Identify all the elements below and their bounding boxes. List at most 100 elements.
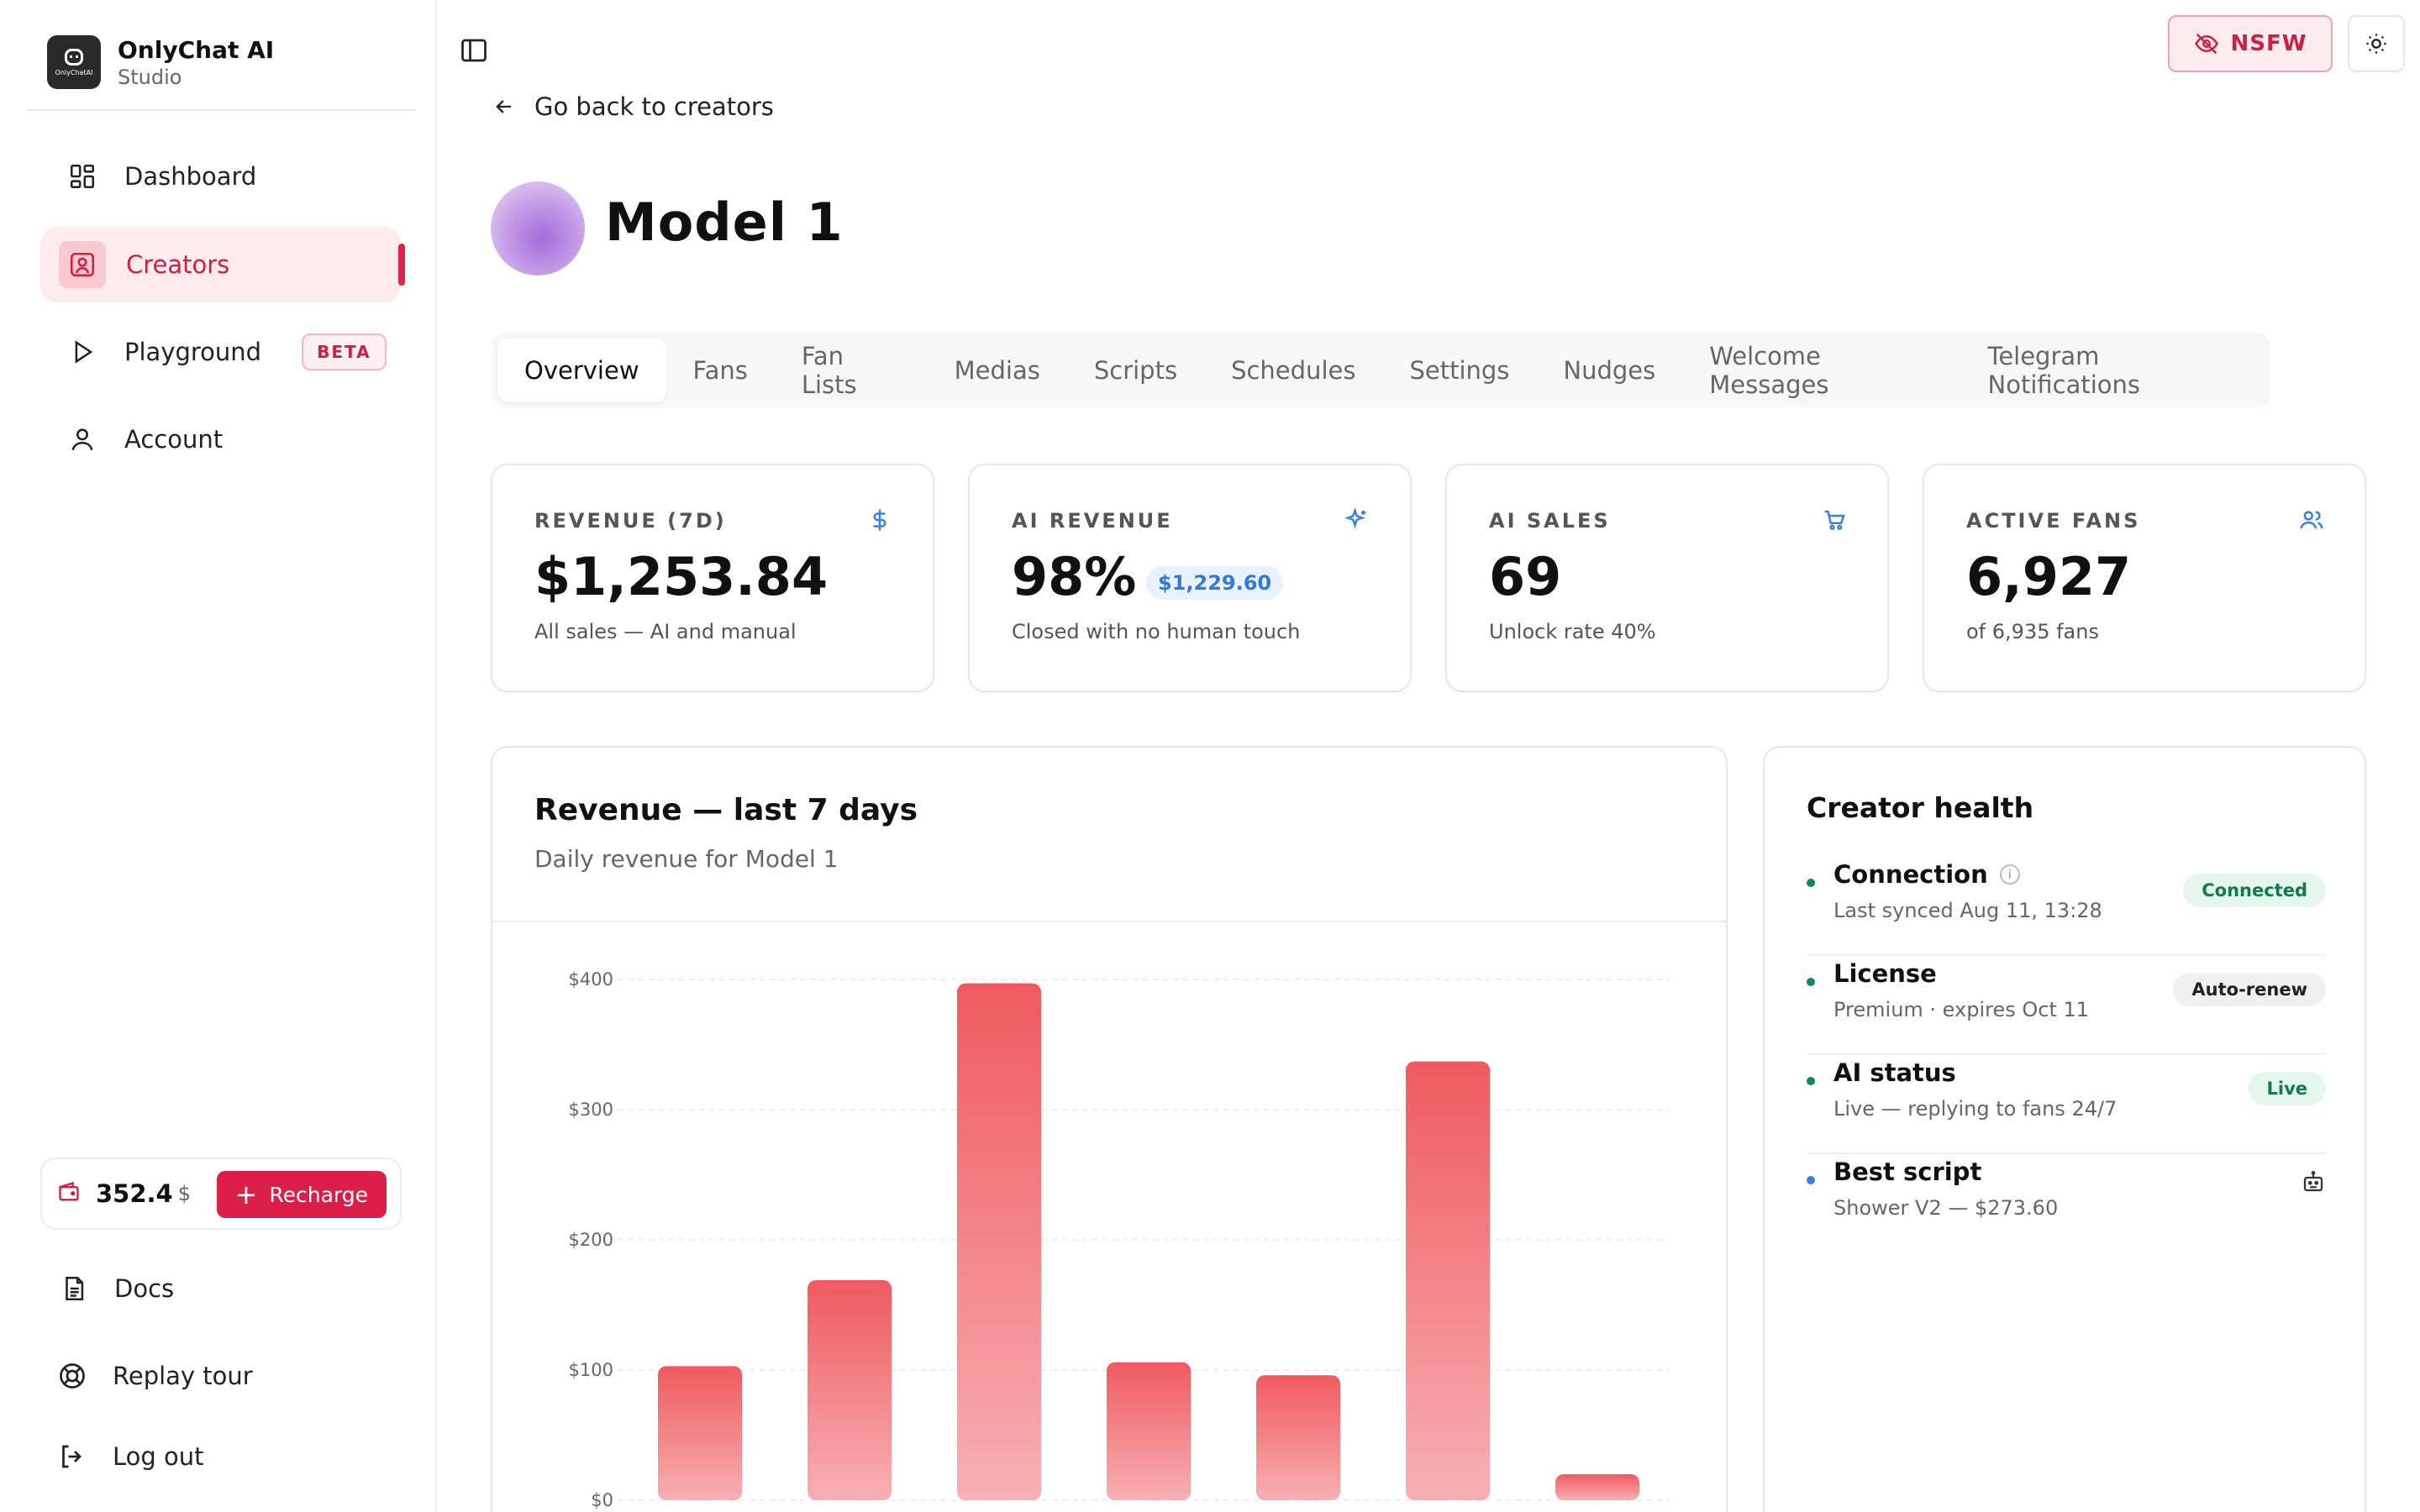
info-icon[interactable]: i [1999,864,2020,885]
page-title: Model 1 [605,192,844,253]
sparkles-icon [1344,507,1366,529]
status-dot [1807,879,1815,887]
back-label: Go back to creators [534,92,774,121]
health-row-best-script: Best script Shower V2 — $273.60 [1807,1154,2326,1253]
stat-label: ACTIVE FANS [1966,509,2141,533]
revenue-bar-chart: $0 $100 $200 $300 $400 [569,969,1669,1510]
tab-nudges[interactable]: Nudges [1563,356,1656,385]
recharge-button[interactable]: + Recharge [216,1171,387,1218]
status-badge: Live [2248,1072,2326,1105]
creator-health-card: Creator health Connection i Last synced A… [1763,746,2366,1512]
user-icon [66,423,99,456]
stat-subtext: of 6,935 fans [1966,620,2099,643]
status-dot [1807,1077,1815,1085]
chart-bar[interactable] [1256,1375,1340,1500]
chart-title: Revenue — last 7 days [534,793,918,827]
health-row-title: License [1833,959,1937,988]
wallet-balance: 352.4 $ + Recharge [40,1158,402,1230]
model-avatar [491,181,585,276]
nav-creators[interactable]: Creators [40,227,405,302]
health-row-subtitle: Live — replying to fans 24/7 [1833,1097,2118,1121]
health-row-title: Connection [1833,860,1988,889]
sidebar: OnlyChatAI OnlyChat AI Studio Dashboard … [0,0,437,1512]
dollar-icon [873,509,886,531]
chart-bar[interactable] [1107,1362,1191,1500]
y-tick-label: $400 [569,969,613,990]
nsfw-toggle-button[interactable]: NSFW [2168,15,2333,72]
nav-label: Replay tour [113,1362,253,1390]
brand-logo-text: OnlyChatAI [55,68,93,76]
nav-dashboard[interactable]: Dashboard [40,139,402,214]
tab-fan-lists[interactable]: Fan Lists [801,342,857,399]
y-tick-label: $300 [569,1100,613,1120]
brand[interactable]: OnlyChatAI OnlyChat AI Studio [47,35,274,89]
sidebar-toggle-button[interactable] [459,35,489,66]
health-row-subtitle: Shower V2 — $273.60 [1833,1196,2059,1220]
back-link[interactable]: Go back to creators [492,92,774,121]
nav-label: Creators [126,250,230,279]
health-row-title: AI status [1833,1058,1956,1087]
brand-logo: OnlyChatAI [47,35,101,89]
nav-replay-tour[interactable]: Replay tour [55,1359,253,1393]
status-dot [1807,1176,1815,1184]
nav-account[interactable]: Account [40,402,402,477]
nav-playground[interactable]: Playground BETA [40,314,402,390]
health-row-connection: Connection i Last synced Aug 11, 13:28 Co… [1807,857,2326,956]
divider [1807,1053,2326,1055]
chart-bar[interactable] [658,1366,742,1500]
status-badge: Connected [2183,874,2326,907]
stat-subtext: Closed with no human touch [1012,620,1301,643]
chart-subtitle: Daily revenue for Model 1 [534,845,839,873]
nav-label: Docs [114,1274,175,1303]
document-icon [57,1272,91,1305]
nsfw-label: NSFW [2230,31,2307,56]
chart-bar[interactable] [1555,1474,1639,1500]
tab-medias[interactable]: Medias [954,356,1040,385]
nav-label: Account [124,425,224,454]
stat-label: REVENUE (7D) [534,509,727,533]
tab-scripts[interactable]: Scripts [1093,356,1178,385]
nav-label: Dashboard [124,162,257,191]
brand-subtitle: Studio [118,65,182,89]
health-row-subtitle: Last synced Aug 11, 13:28 [1833,899,2102,922]
sidebar-toggle-icon [461,39,487,62]
stat-value: 69 [1489,546,1562,607]
lifebuoy-icon [55,1359,89,1393]
tab-fans[interactable]: Fans [692,356,748,385]
stat-label: AI REVENUE [1012,509,1173,533]
active-indicator [398,244,405,286]
tab-schedules[interactable]: Schedules [1231,356,1356,385]
robot-icon [2303,1171,2323,1192]
tab-welcome-messages[interactable]: Welcome Messages [1709,342,1829,399]
beta-badge: BETA [302,333,387,370]
creators-icon [59,241,106,288]
health-title: Creator health [1807,791,2034,824]
y-tick-label: $100 [569,1360,613,1380]
health-row-subtitle: Premium · expires Oct 11 [1833,998,2090,1021]
tab-settings[interactable]: Settings [1409,356,1510,385]
divider [492,921,1726,922]
sun-icon [2366,34,2386,54]
tab-overview[interactable]: Overview [497,339,666,402]
tab-telegram-notifications[interactable]: Telegram Notifications [1987,342,2141,399]
nav-label: Playground [124,338,262,366]
stat-card-ai-sales: AI SALES 69 Unlock rate 40% [1445,464,1889,692]
chart-bar[interactable] [957,983,1041,1500]
arrow-left-icon [496,100,512,113]
nav-label: Log out [113,1442,204,1471]
robot-logo-icon [65,48,83,66]
theme-toggle-button[interactable] [2348,15,2405,72]
eye-off-icon [2194,33,2218,55]
health-row-license: License Premium · expires Oct 11 Auto-re… [1807,956,2326,1055]
nav-logout[interactable]: Log out [55,1440,204,1473]
chart-bar[interactable] [1406,1061,1490,1500]
divider [1807,1152,2326,1154]
divider [1807,954,2326,956]
chart-bar[interactable] [808,1280,892,1500]
stat-card-revenue: REVENUE (7D) $1,253.84 All sales — AI an… [491,464,934,692]
nav-docs[interactable]: Docs [57,1272,174,1305]
wallet-amount: 352.4 [96,1179,173,1208]
stat-value: 6,927 [1966,546,2132,607]
cart-icon [1824,510,1846,530]
ai-revenue-pill: $1,229.60 [1146,566,1284,600]
